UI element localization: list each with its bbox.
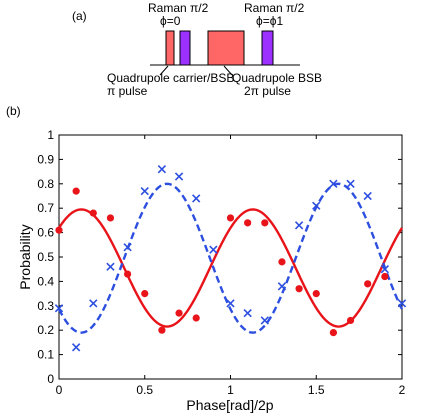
data-point-cross [380,265,390,274]
quad-carrier-label: Quadrupole carrier/BSB [107,71,234,85]
data-point-cross [54,304,64,313]
panel-b: (b) 0 0.5 1 1.5 2 0 0.1 0.2 0.3 0.4 0.5 0.6 0.7 0.8 0.… [6,104,407,413]
data-point-cross [209,245,218,254]
data-point-cross [243,308,252,318]
y-tick-label: 0.1 [37,348,54,362]
data-point-cross [329,179,338,188]
quad-bsb-pointer [223,65,233,76]
data-point-circle [278,258,286,266]
data-points [54,164,407,352]
fit-curves [57,182,404,334]
data-point-circle [364,280,372,288]
y-tick-label: 0.6 [37,226,54,240]
data-point-cross [157,164,167,174]
raman-pulse-2 [261,30,274,66]
data-point-cross [71,343,81,352]
y-tick-label: 0.3 [37,299,54,313]
quad-carrier-pointer [159,65,169,76]
data-point-circle [158,326,166,334]
data-point-cross [106,262,115,271]
y-tick-label: 0.8 [37,177,54,191]
data-point-cross [192,194,201,203]
fit-curve-solid [57,208,404,328]
y-tick-label: 0 [47,372,54,386]
x-tick-label: 1.5 [308,383,325,397]
data-point-circle [295,285,303,293]
data-point-cross [277,282,287,291]
data-point-cross [294,221,304,230]
data-point-circle [312,290,320,298]
data-point-circle [329,329,337,337]
data-point-cross [123,243,132,252]
data-point-cross [140,186,149,196]
data-point-circle [175,309,183,317]
data-point-cross [312,201,321,210]
data-point-cross [363,191,372,201]
quad-carrier-label-2: π pulse [107,84,148,98]
quad-bsb-label-2: 2π pulse [244,84,291,98]
raman-pulse-1-phase: ϕ=0 [160,14,181,28]
data-point-cross [174,172,184,181]
data-point-circle [55,226,63,234]
panel-a-label: (a) [72,9,87,23]
y-axis-label: Probability [17,224,33,289]
plot-frame [58,134,403,380]
y-tick-label: 0.2 [37,323,54,337]
data-point-circle [124,270,132,278]
x-tick-label: 2 [399,383,406,397]
data-point-cross [89,299,98,308]
x-tick-label: 0 [56,383,63,397]
raman-pulse-1 [179,30,191,66]
raman-pulse-2-label: Raman π/2 [244,1,305,15]
y-tick-label: 0.9 [37,152,54,166]
y-tick-label: 1 [47,128,54,142]
quad-bsb-label: Quadrupole BSB [232,71,322,85]
raman-pulse-1-label: Raman π/2 [148,1,209,15]
x-tick-label: 0.5 [136,383,153,397]
y-tick-label: 0.5 [37,250,54,264]
data-point-cross [226,299,235,308]
quadrupole-carrier-pulse [165,30,175,66]
data-point-cross [260,316,269,325]
data-point-circle [89,209,97,217]
x-tick-label: 1 [227,383,234,397]
data-point-circle [192,314,200,322]
data-point-circle [141,290,149,298]
data-point-circle [244,219,252,227]
raman-pulse-2-phase: ϕ=ϕ1 [256,14,283,28]
panel-b-label: (b) [6,104,21,118]
data-point-cross [397,299,407,308]
fit-curve-dashed [57,182,404,334]
y-tick-label: 0.4 [37,274,54,288]
data-point-circle [106,214,115,222]
axis-ticks: 0 0.5 1 1.5 2 0 0.1 0.2 0.3 0.4 0.5 0.6 0.7 0.8 0.9 1 [37,128,405,397]
panel-a: (a) Raman π/2 ϕ=0 Raman π/2 ϕ=ϕ1 Quadrup… [72,1,322,98]
data-point-circle [72,187,80,195]
data-point-circle [226,214,235,222]
x-axis-label: Phase[rad]/2p [186,397,273,413]
data-point-circle [261,219,269,227]
data-point-circle [381,272,389,281]
y-tick-label: 0.7 [37,201,54,215]
data-point-circle [346,316,355,325]
data-point-cross [346,179,355,188]
quadrupole-bsb-pulse [207,30,245,66]
